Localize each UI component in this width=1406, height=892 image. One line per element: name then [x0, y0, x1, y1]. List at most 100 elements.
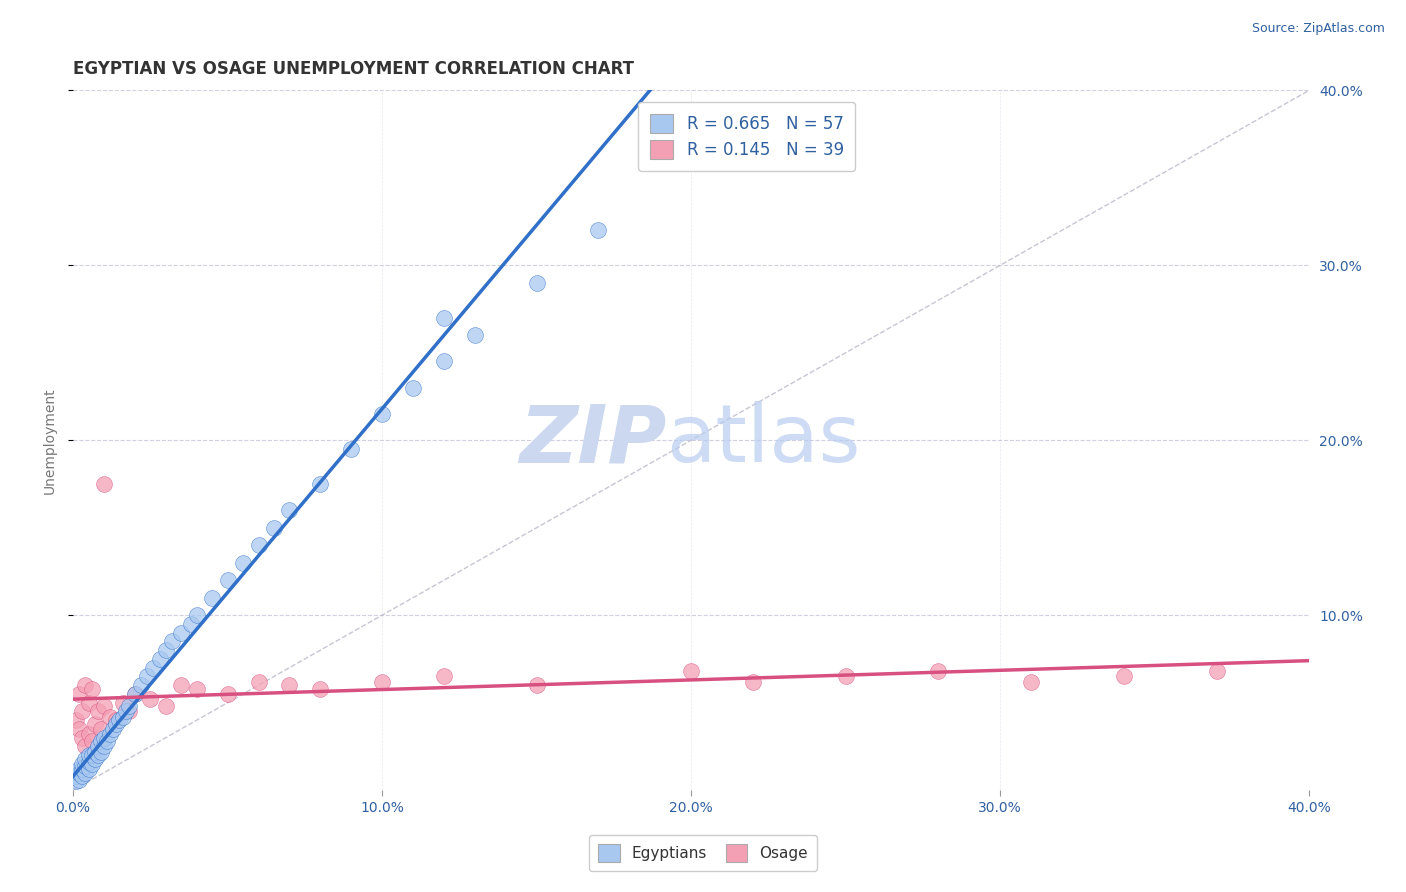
Y-axis label: Unemployment: Unemployment: [44, 387, 58, 493]
Point: [433, 354, 456, 368]
Point: [155, 699, 177, 714]
Text: atlas: atlas: [666, 401, 860, 479]
Point: [139, 692, 162, 706]
Point: [111, 696, 134, 710]
Point: [87, 739, 110, 754]
Point: [98, 727, 121, 741]
Point: [105, 716, 128, 731]
Point: [217, 573, 239, 587]
Point: [309, 681, 332, 696]
Legend: Egyptians, Osage: Egyptians, Osage: [589, 835, 817, 871]
Point: [77, 727, 100, 741]
Point: [72, 705, 94, 719]
Point: [186, 608, 208, 623]
Point: [67, 722, 90, 736]
Point: [681, 664, 703, 678]
Point: [371, 674, 394, 689]
Point: [90, 734, 112, 748]
Point: [67, 687, 90, 701]
Text: ZIP: ZIP: [519, 401, 666, 479]
Point: [433, 669, 456, 683]
Point: [87, 705, 110, 719]
Point: [83, 745, 105, 759]
Point: [1019, 674, 1042, 689]
Point: [67, 772, 90, 787]
Point: [124, 687, 146, 701]
Point: [170, 678, 193, 692]
Point: [464, 328, 486, 343]
Point: [67, 765, 90, 780]
Point: [149, 652, 172, 666]
Point: [67, 762, 90, 776]
Point: [835, 669, 858, 683]
Point: [96, 734, 118, 748]
Point: [278, 678, 301, 692]
Point: [118, 699, 141, 714]
Point: [309, 477, 332, 491]
Point: [80, 748, 103, 763]
Point: [340, 442, 363, 456]
Point: [87, 748, 110, 763]
Point: [75, 678, 97, 692]
Point: [75, 758, 97, 772]
Point: [77, 762, 100, 776]
Point: [77, 696, 100, 710]
Point: [83, 716, 105, 731]
Point: [105, 713, 128, 727]
Point: [72, 769, 94, 783]
Point: [77, 755, 100, 769]
Point: [80, 681, 103, 696]
Point: [72, 756, 94, 771]
Point: [136, 669, 159, 683]
Point: [402, 381, 425, 395]
Point: [93, 477, 115, 491]
Point: [155, 643, 177, 657]
Point: [103, 722, 125, 736]
Point: [129, 678, 152, 692]
Point: [83, 752, 105, 766]
Point: [247, 674, 270, 689]
Point: [90, 722, 112, 736]
Point: [108, 713, 131, 727]
Point: [232, 556, 254, 570]
Point: [80, 756, 103, 771]
Point: [1205, 664, 1227, 678]
Point: [90, 745, 112, 759]
Point: [124, 687, 146, 701]
Point: [201, 591, 224, 605]
Point: [65, 774, 87, 789]
Point: [93, 731, 115, 745]
Point: [72, 762, 94, 776]
Point: [588, 223, 610, 237]
Point: [111, 709, 134, 723]
Point: [160, 634, 183, 648]
Point: [742, 674, 765, 689]
Point: [65, 713, 87, 727]
Point: [75, 739, 97, 754]
Point: [98, 709, 121, 723]
Point: [526, 678, 548, 692]
Point: [526, 276, 548, 290]
Point: [433, 310, 456, 325]
Text: Source: ZipAtlas.com: Source: ZipAtlas.com: [1251, 22, 1385, 36]
Point: [180, 616, 202, 631]
Point: [142, 661, 165, 675]
Point: [114, 705, 136, 719]
Point: [927, 664, 949, 678]
Point: [186, 681, 208, 696]
Point: [75, 765, 97, 780]
Point: [93, 699, 115, 714]
Point: [263, 521, 285, 535]
Point: [75, 752, 97, 766]
Point: [93, 739, 115, 754]
Point: [247, 538, 270, 552]
Legend: R = 0.665   N = 57, R = 0.145   N = 39: R = 0.665 N = 57, R = 0.145 N = 39: [638, 102, 855, 170]
Point: [1112, 669, 1135, 683]
Point: [72, 731, 94, 745]
Point: [170, 625, 193, 640]
Point: [77, 748, 100, 763]
Point: [118, 705, 141, 719]
Point: [278, 503, 301, 517]
Point: [217, 687, 239, 701]
Text: EGYPTIAN VS OSAGE UNEMPLOYMENT CORRELATION CHART: EGYPTIAN VS OSAGE UNEMPLOYMENT CORRELATI…: [73, 60, 634, 78]
